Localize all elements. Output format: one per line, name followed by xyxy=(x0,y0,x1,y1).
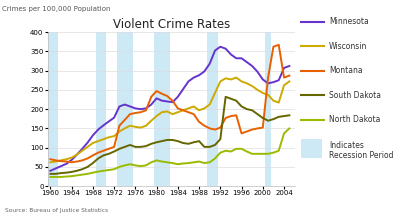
Bar xyxy=(266,32,271,186)
Bar xyxy=(159,32,170,186)
Text: Minnesota: Minnesota xyxy=(329,17,369,26)
Text: Crimes per 100,000 Population: Crimes per 100,000 Population xyxy=(2,6,110,12)
Bar xyxy=(207,32,217,186)
Text: Indicates: Indicates xyxy=(329,141,364,150)
Bar xyxy=(48,32,59,186)
Text: South Dakota: South Dakota xyxy=(329,91,381,100)
Bar xyxy=(154,32,159,186)
Text: Wisconsin: Wisconsin xyxy=(329,42,367,51)
Title: Violent Crime Rates: Violent Crime Rates xyxy=(112,18,230,31)
Text: North Dakota: North Dakota xyxy=(329,115,381,124)
Bar xyxy=(95,32,106,186)
Text: Recession Period: Recession Period xyxy=(329,151,393,160)
Text: Montana: Montana xyxy=(329,66,363,75)
Text: Source: Bureau of Justice Statistics: Source: Bureau of Justice Statistics xyxy=(5,208,108,213)
Bar xyxy=(117,32,133,186)
